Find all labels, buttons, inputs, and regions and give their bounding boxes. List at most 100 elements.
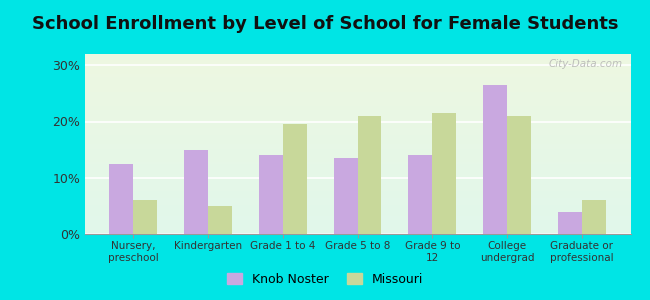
Bar <box>84 230 630 232</box>
Bar <box>84 160 630 162</box>
Bar <box>84 95 630 97</box>
Bar <box>84 59 630 61</box>
Bar <box>84 162 630 164</box>
Bar <box>84 218 630 220</box>
Bar <box>84 196 630 198</box>
Bar <box>84 58 630 59</box>
Bar <box>84 185 630 187</box>
Bar <box>84 148 630 149</box>
Bar <box>84 133 630 135</box>
Bar <box>84 173 630 175</box>
Bar <box>84 178 630 180</box>
Bar <box>84 128 630 130</box>
Bar <box>84 212 630 214</box>
Bar <box>84 149 630 151</box>
Bar <box>84 164 630 166</box>
Bar <box>84 70 630 72</box>
Bar <box>84 103 630 104</box>
Bar <box>84 216 630 218</box>
Bar <box>84 180 630 182</box>
Bar <box>84 194 630 196</box>
Bar <box>408 155 432 234</box>
Bar <box>84 110 630 112</box>
Bar <box>84 92 630 94</box>
Bar <box>84 86 630 88</box>
Bar <box>259 155 283 234</box>
Bar <box>84 175 630 176</box>
Bar <box>84 63 630 65</box>
Bar <box>84 140 630 142</box>
Bar <box>84 121 630 122</box>
Bar <box>84 94 630 95</box>
Bar <box>84 88 630 90</box>
Bar <box>84 126 630 128</box>
Bar <box>84 131 630 133</box>
Bar <box>84 142 630 144</box>
Bar <box>84 76 630 77</box>
Text: City-Data.com: City-Data.com <box>548 59 622 69</box>
Bar <box>84 176 630 178</box>
Bar <box>84 184 630 185</box>
Bar <box>184 150 208 234</box>
Bar <box>283 124 307 234</box>
Bar <box>84 135 630 137</box>
Bar <box>84 139 630 140</box>
Bar <box>84 113 630 115</box>
Bar <box>84 65 630 67</box>
Bar <box>358 116 382 234</box>
Bar <box>483 85 507 234</box>
Bar <box>84 108 630 110</box>
Bar <box>84 225 630 227</box>
Bar <box>84 193 630 194</box>
Bar <box>84 153 630 155</box>
Bar <box>84 124 630 126</box>
Bar <box>84 112 630 113</box>
Legend: Knob Noster, Missouri: Knob Noster, Missouri <box>222 268 428 291</box>
Bar <box>84 97 630 99</box>
Bar <box>582 200 606 234</box>
Bar <box>84 117 630 119</box>
Bar <box>84 74 630 76</box>
Bar <box>84 101 630 103</box>
Bar <box>84 144 630 146</box>
Bar <box>84 137 630 139</box>
Bar <box>84 167 630 169</box>
Bar <box>84 202 630 203</box>
Bar <box>84 227 630 229</box>
Bar <box>84 85 630 86</box>
Bar <box>84 99 630 101</box>
Bar <box>84 187 630 189</box>
Bar <box>84 61 630 63</box>
Bar <box>84 169 630 171</box>
Bar <box>84 209 630 211</box>
Bar <box>133 200 157 234</box>
Bar <box>333 158 358 234</box>
Bar <box>84 54 630 56</box>
Bar <box>84 146 630 148</box>
Bar <box>84 77 630 79</box>
Bar <box>432 113 456 234</box>
Bar <box>84 104 630 106</box>
Bar <box>84 90 630 92</box>
Bar <box>208 206 232 234</box>
Bar <box>84 229 630 230</box>
Bar <box>84 81 630 83</box>
Bar <box>84 151 630 153</box>
Bar <box>84 130 630 131</box>
Bar <box>84 106 630 108</box>
Bar <box>84 223 630 225</box>
Bar <box>84 155 630 157</box>
Bar <box>84 72 630 74</box>
Bar <box>507 116 531 234</box>
Bar <box>84 205 630 207</box>
Bar <box>84 171 630 173</box>
Bar <box>84 56 630 58</box>
Bar <box>84 211 630 212</box>
Bar <box>84 232 630 234</box>
Bar <box>84 191 630 193</box>
Bar <box>84 189 630 191</box>
Bar <box>84 182 630 184</box>
Bar <box>84 221 630 223</box>
Text: School Enrollment by Level of School for Female Students: School Enrollment by Level of School for… <box>32 15 618 33</box>
Bar <box>84 220 630 221</box>
